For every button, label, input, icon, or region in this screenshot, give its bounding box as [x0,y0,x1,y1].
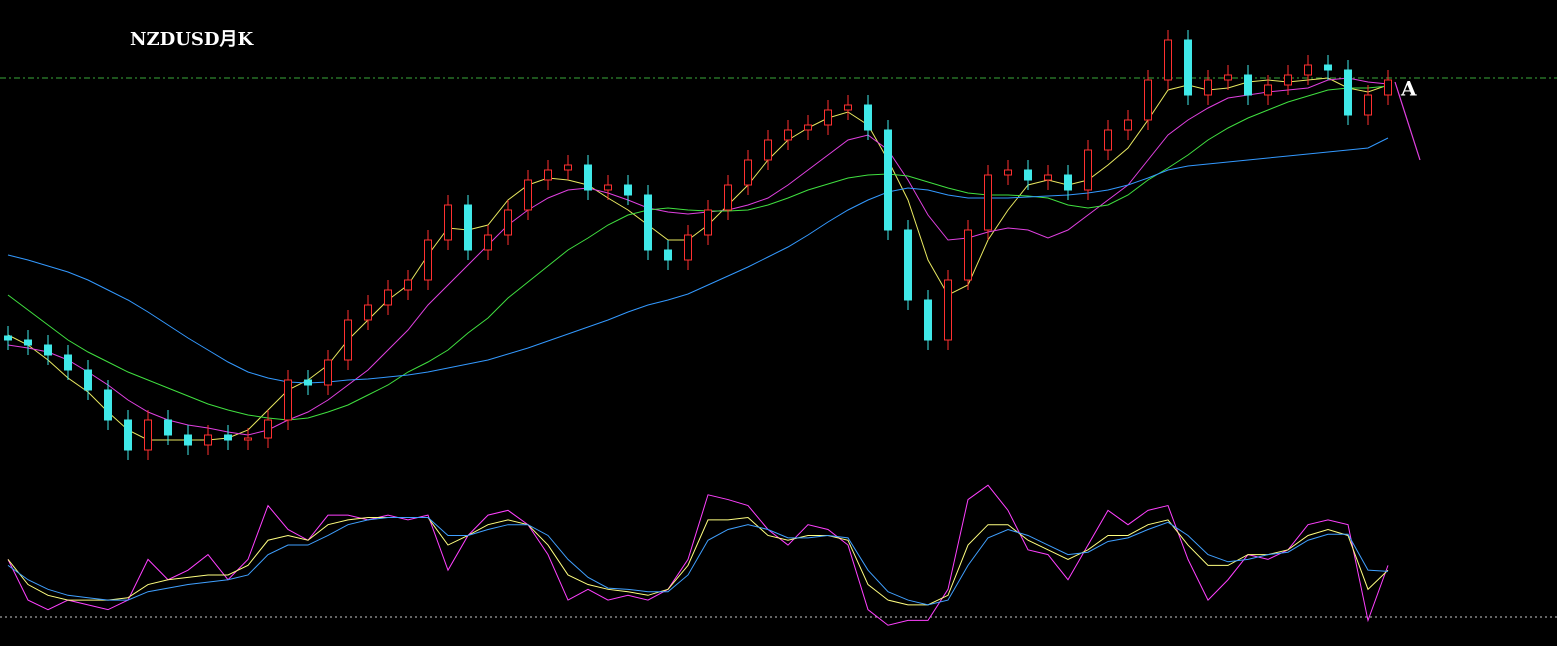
candle-body [1224,74,1232,81]
candle-body [204,434,212,446]
candle-body [184,434,192,446]
candle-body [764,139,772,161]
candle-body [444,204,452,241]
candle-body [544,169,552,181]
candle-body [604,184,612,191]
candle-body [1384,79,1392,96]
candle-body [864,104,872,131]
candle-body [104,389,112,421]
indicator-line [7,516,1389,606]
candle-body [1084,149,1092,191]
price-panel [4,30,1392,460]
indicator-line [7,517,1389,606]
candle-body [304,379,312,386]
candle-body [464,204,472,251]
candle-body [124,419,132,451]
candle-body [1264,84,1272,96]
candle-body [784,129,792,141]
indicator-line [7,77,1389,436]
candle-body [1044,174,1052,181]
candle-body [1244,74,1252,96]
candle-body [984,174,992,231]
candle-body [684,234,692,261]
candle-body [244,437,252,441]
candle-body [1364,94,1372,116]
candle-body [164,419,172,436]
candle-body [384,289,392,306]
candle-body [1024,169,1032,181]
candle-body [724,184,732,211]
candle-body [964,229,972,281]
candle-body [584,164,592,191]
candle-body [904,229,912,301]
projection-line [1394,81,1421,161]
candle-body [1304,64,1312,76]
candle-body [664,249,672,261]
candle-body [1324,64,1332,71]
candle-body [824,109,832,126]
candle-body [364,304,372,321]
candle-body [504,209,512,236]
candle-body [924,299,932,341]
candle-body [744,159,752,186]
candle-body [1144,79,1152,121]
candle-body [144,419,152,451]
candle-body [4,335,12,341]
candle-body [1004,169,1012,176]
candle-body [84,369,92,391]
candle-body [624,184,632,196]
candle-body [1164,39,1172,81]
candle-body [324,359,332,386]
chart-title: NZDUSD月K [130,29,255,50]
candle-body [344,319,352,361]
candle-body [484,234,492,251]
candle-body [284,379,292,421]
candle-body [704,209,712,236]
candle-body [1184,39,1192,96]
annotation-label: A [1400,77,1417,101]
candle-body [644,194,652,251]
candle-body [944,279,952,341]
candle-body [404,279,412,291]
candle-body [804,124,812,131]
candle-body [564,164,572,171]
candle-body [44,344,52,356]
candle-body [264,419,272,439]
indicator-line [7,484,1389,626]
candle-body [64,354,72,371]
candle-body [524,179,532,211]
candle-body [1124,119,1132,131]
candle-body [1284,74,1292,86]
candle-body [24,339,32,346]
candle-body [224,434,232,441]
candle-body [1104,129,1112,151]
indicator-panel [7,484,1389,626]
candle-body [884,129,892,231]
candle-body [1204,79,1212,96]
indicator-line [7,137,1389,384]
candle-body [424,239,432,281]
candle-body [1344,69,1352,116]
candle-body [1064,174,1072,191]
candle-body [844,104,852,111]
